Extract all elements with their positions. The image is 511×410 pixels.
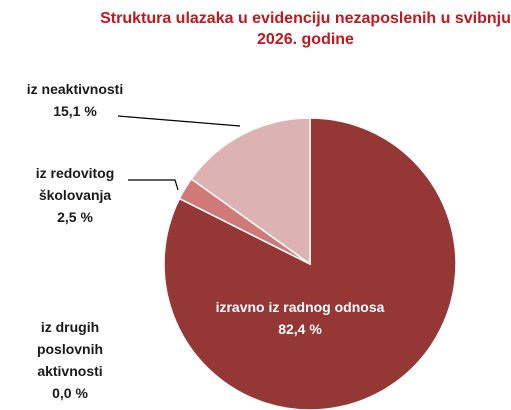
value-label: 0,0 %	[52, 385, 88, 401]
slice-label: iz redovitog školovanja 2,5 %	[15, 162, 135, 228]
category-label: iz redovitog školovanja	[35, 165, 115, 203]
chart-title: Struktura ulazaka u evidenciju nezaposle…	[100, 10, 511, 48]
value-label: 82,4 %	[278, 321, 322, 337]
category-label: izravno iz radnog odnosa	[215, 299, 385, 315]
slice-label: iz neaktivnosti 15,1 %	[20, 78, 130, 122]
value-label: 15,1 %	[53, 103, 97, 119]
category-label: iz neaktivnosti	[26, 81, 124, 97]
category-label: iz drugih poslovnih aktivnosti	[36, 319, 104, 379]
slice-label: izravno iz radnog odnosa 82,4 %	[215, 296, 385, 340]
pie-slice	[190, 117, 311, 266]
value-label: 2,5 %	[57, 209, 93, 225]
leader-line	[128, 179, 179, 191]
leader-line	[117, 115, 241, 127]
slice-label: iz drugih poslovnih aktivnosti 0,0 %	[20, 316, 120, 404]
